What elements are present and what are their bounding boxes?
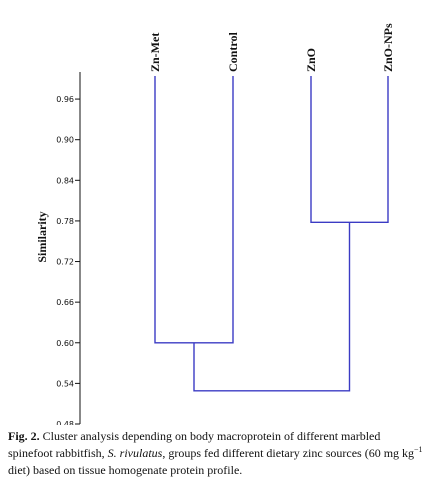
- caption-text-part-1: Cluster analysis depending on body macro…: [8, 429, 381, 460]
- cluster-link: [193, 222, 351, 392]
- y-tick-label: 0.84: [56, 176, 74, 185]
- caption-superscript: −1: [414, 445, 423, 454]
- caption-figure-label: Fig. 2.: [8, 429, 40, 443]
- y-axis-title: Similarity: [35, 211, 49, 262]
- cluster-link: [154, 76, 234, 344]
- cluster-link: [310, 76, 389, 223]
- leaf-label: ZnO-NPs: [381, 23, 395, 72]
- y-tick-label: 0.78: [56, 217, 74, 226]
- y-tick-label: 0.48: [56, 420, 74, 425]
- caption-text-part-3: diet) based on tissue homogenate protein…: [8, 463, 243, 477]
- leaf-label: ZnO: [304, 48, 318, 72]
- y-tick-label: 0.54: [56, 379, 74, 388]
- caption-text-part-2: , groups fed different dietary zinc sour…: [162, 446, 415, 460]
- figure-caption: Fig. 2. Cluster analysis depending on bo…: [8, 428, 428, 479]
- y-tick-label: 0.90: [56, 136, 74, 145]
- leaf-labels: Zn-Met Control ZnO ZnO-NPs: [148, 23, 395, 72]
- y-tick-label: 0.66: [56, 298, 74, 307]
- leaf-label: Zn-Met: [148, 33, 162, 72]
- y-axis: 0.48 0.54 0.60 0.66 0.72 0.78 0.84 0.90 0.96: [56, 72, 81, 425]
- dendrogram-figure: 0.48 0.54 0.60 0.66 0.72 0.78 0.84 0.90 0.96 Zn-…: [35, 23, 395, 425]
- caption-species-name: S. rivulatus: [107, 446, 163, 460]
- y-tick-label: 0.72: [56, 258, 74, 267]
- dendrogram-tree: [154, 76, 389, 392]
- dendrogram-chart: 0.48 0.54 0.60 0.66 0.72 0.78 0.84 0.90 0.96 Zn-…: [35, 23, 395, 425]
- y-tick-label: 0.96: [56, 95, 74, 104]
- leaf-label: Control: [226, 32, 240, 72]
- y-tick-label: 0.60: [56, 339, 74, 348]
